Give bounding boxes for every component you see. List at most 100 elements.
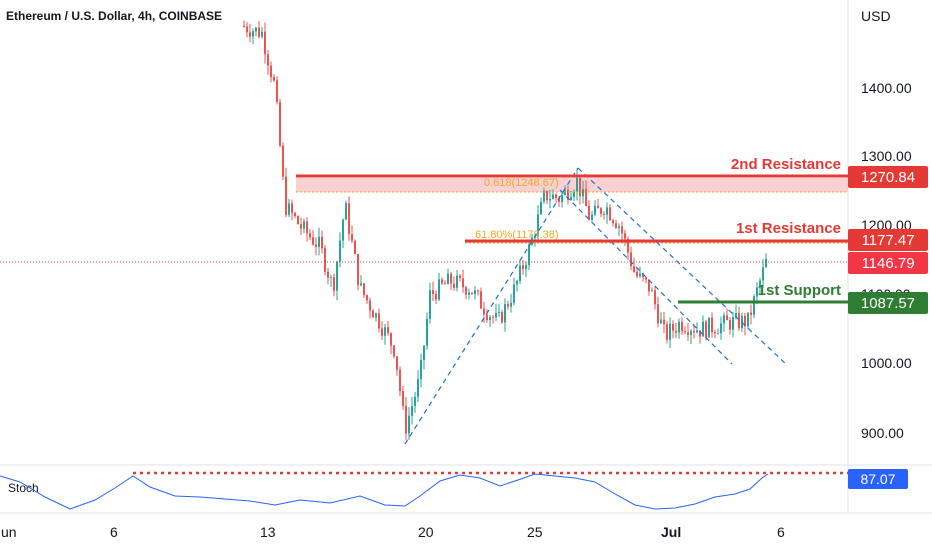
candle-body — [321, 236, 323, 249]
candle-body — [612, 220, 614, 224]
candle-body — [684, 331, 686, 333]
candle-body — [645, 277, 647, 280]
candle-body — [639, 273, 641, 277]
candle-body — [273, 77, 275, 81]
candle-body — [261, 31, 263, 37]
candle-body — [351, 234, 353, 241]
candle-body — [642, 273, 644, 278]
candle-body — [423, 345, 425, 361]
candle-body — [759, 280, 761, 288]
candle-body — [738, 313, 740, 329]
candle-body — [369, 300, 371, 311]
candle-body — [384, 327, 386, 336]
candlestick-series — [243, 20, 767, 440]
candle-body — [552, 194, 554, 200]
candle-body — [417, 379, 419, 397]
candle-body — [420, 360, 422, 380]
candle-body — [336, 261, 338, 291]
stoch-label: Stoch — [8, 481, 39, 495]
candle-body — [510, 302, 512, 307]
candle-body — [456, 275, 458, 288]
candle-body — [399, 369, 401, 392]
time-axis[interactable]: Jun 6 13 20 25 Jul 6 — [0, 524, 785, 540]
candle-body — [405, 405, 407, 434]
candle-body — [519, 265, 521, 281]
candle-body — [255, 27, 257, 32]
price-tick-label: 1300.00 — [861, 148, 912, 164]
candle-body — [687, 332, 689, 335]
price-pane[interactable] — [0, 0, 848, 465]
candle-body — [555, 194, 557, 199]
candle-body — [315, 244, 317, 247]
candle-body — [696, 330, 698, 333]
time-tick-label: 13 — [260, 524, 276, 540]
candle-body — [753, 296, 755, 315]
time-tick-label: 25 — [527, 524, 543, 540]
candle-body — [609, 207, 611, 221]
candle-body — [453, 283, 455, 288]
candle-body — [357, 254, 359, 286]
time-tick-label: 20 — [418, 524, 434, 540]
candle-body — [744, 315, 746, 327]
candle-body — [558, 198, 560, 202]
candle-body — [387, 327, 389, 334]
price-axis[interactable]: 1400.00 1300.00 1200.00 1100.00 1000.00 … — [861, 80, 912, 441]
candle-body — [714, 332, 716, 334]
candle-body — [720, 323, 722, 334]
candle-body — [243, 25, 245, 27]
candle-body — [651, 290, 653, 292]
candle-body — [486, 314, 488, 321]
candle-body — [636, 271, 638, 277]
candle-body — [729, 320, 731, 330]
time-tick-label: Jul — [661, 524, 681, 540]
candle-body — [654, 290, 656, 305]
candle-body — [690, 331, 692, 335]
candle-body — [717, 333, 719, 335]
fib-label-618: 0.618(1248.67) — [484, 177, 559, 189]
price-tick-label: 1400.00 — [861, 80, 912, 96]
candle-body — [615, 223, 617, 228]
candle-body — [618, 226, 620, 228]
candle-body — [459, 275, 461, 279]
candle-body — [666, 324, 668, 340]
candle-body — [756, 287, 758, 297]
candle-body — [441, 279, 443, 284]
candle-body — [300, 224, 302, 229]
fib-label-6180: 61.80%(1173.38) — [475, 229, 559, 241]
uptrend-line — [404, 167, 579, 445]
candle-body — [675, 330, 677, 333]
candle-body — [381, 328, 383, 336]
resistance-2-label: 2nd Resistance — [731, 156, 841, 173]
candle-body — [588, 206, 590, 220]
candle-body — [390, 333, 392, 346]
support-1-price-badge — [848, 292, 928, 314]
candle-body — [597, 205, 599, 209]
candle-body — [438, 279, 440, 300]
candle-body — [711, 317, 713, 333]
resistance-2-price: 1270.84 — [861, 169, 915, 186]
price-tick-label: 1000.00 — [861, 355, 912, 371]
candle-body — [603, 213, 605, 215]
candle-body — [429, 290, 431, 319]
candle-body — [570, 196, 572, 200]
candle-body — [573, 192, 575, 197]
candle-body — [663, 319, 665, 325]
candle-body — [699, 330, 701, 337]
candle-body — [285, 176, 287, 215]
candle-body — [363, 283, 365, 296]
time-tick-label: 6 — [777, 524, 785, 540]
candle-body — [447, 273, 449, 285]
candle-body — [297, 216, 299, 225]
candle-body — [468, 292, 470, 295]
resistance-zone — [296, 178, 848, 192]
candle-body — [528, 244, 530, 266]
candle-body — [393, 345, 395, 357]
candle-body — [330, 277, 332, 279]
candle-body — [396, 356, 398, 370]
candle-body — [591, 214, 593, 220]
candle-body — [267, 54, 269, 66]
candle-body — [678, 321, 680, 333]
downtrend-line-lower — [559, 189, 733, 365]
candle-body — [594, 205, 596, 215]
